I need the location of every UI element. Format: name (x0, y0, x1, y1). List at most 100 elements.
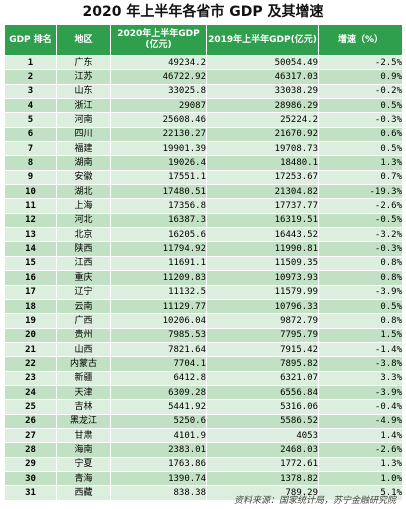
gdp-2019-cell: 25224.2 (206, 112, 319, 128)
table-row: 4 浙江 29087 28986.29 0.5% (4, 98, 403, 114)
rank-cell: 5 (4, 112, 57, 128)
rank-cell: 14 (4, 241, 57, 257)
rank-cell: 7 (4, 141, 57, 157)
table-row: 28 海南 2383.01 2468.03 -2.6% (4, 442, 403, 458)
table-row: 17 辽宁 11132.5 11579.99 -3.9% (4, 285, 403, 300)
gdp-2019-cell: 11579.99 (206, 285, 319, 300)
table-row: 20 贵州 7985.53 7795.79 1.5% (4, 328, 403, 343)
gdp-2020-cell: 11209.83 (110, 270, 207, 286)
region-cell: 天津 (56, 385, 111, 401)
gdp-2020-cell: 22130.27 (110, 127, 207, 143)
region-cell: 青海 (56, 471, 111, 487)
gdp-2019-cell: 17737.77 (206, 198, 319, 214)
table-row: 11 上海 17356.8 17737.77 -2.6% (4, 198, 403, 214)
gdp-2020-cell: 17480.51 (110, 184, 207, 200)
rank-cell: 20 (4, 328, 57, 343)
growth-cell: -0.3% (318, 112, 403, 128)
region-cell: 辽宁 (56, 285, 111, 300)
growth-cell: -4.9% (318, 414, 403, 429)
region-cell: 贵州 (56, 328, 111, 343)
region-cell: 吉林 (56, 399, 111, 415)
rank-cell: 10 (4, 184, 57, 200)
growth-cell: -0.3% (318, 241, 403, 257)
region-cell: 四川 (56, 127, 111, 143)
table-row: 3 山东 33025.8 33038.29 -0.2% (4, 84, 403, 100)
table-body: 1 广东 49234.2 50054.49 -2.5% 2 江苏 46722.92 46317.… (4, 55, 403, 501)
gdp-2019-cell: 16443.52 (206, 227, 319, 243)
rank-cell: 6 (4, 127, 57, 143)
gdp-2020-cell: 7985.53 (110, 328, 207, 343)
gdp-2020-cell: 19026.4 (110, 155, 207, 171)
header-row: GDP 排名 地区 2020年上半年GDP (亿元) 2019年上半年GDP(亿… (4, 24, 403, 56)
gdp-table: GDP 排名 地区 2020年上半年GDP (亿元) 2019年上半年GDP(亿… (4, 24, 403, 501)
gdp-2019-cell: 21304.82 (206, 184, 319, 200)
gdp-2020-cell: 4101.9 (110, 428, 207, 444)
region-cell: 山西 (56, 342, 111, 358)
gdp-2019-cell: 1772.61 (206, 457, 319, 472)
gdp-2020-cell: 11691.1 (110, 256, 207, 272)
gdp-2019-cell: 7915.42 (206, 342, 319, 358)
gdp-2020-cell: 49234.2 (110, 55, 207, 71)
gdp-2020-cell: 2383.01 (110, 442, 207, 458)
growth-cell: -0.2% (318, 84, 403, 100)
region-cell: 甘肃 (56, 428, 111, 444)
source-note: 资料来源：国家统计局，苏宁金融研究院 (233, 496, 396, 506)
region-cell: 西藏 (56, 485, 111, 501)
growth-cell: -2.6% (318, 442, 403, 458)
gdp-2019-cell: 6321.07 (206, 371, 319, 386)
table-row: 25 吉林 5441.92 5316.06 -0.4% (4, 399, 403, 415)
region-cell: 上海 (56, 198, 111, 214)
header-gdp-2020: 2020年上半年GDP (亿元) (110, 24, 207, 56)
table-header: GDP 排名 地区 2020年上半年GDP (亿元) 2019年上半年GDP(亿… (4, 24, 403, 56)
growth-cell: -3.9% (318, 385, 403, 401)
growth-cell: 0.6% (318, 127, 403, 143)
gdp-2019-cell: 10796.33 (206, 299, 319, 315)
gdp-2019-cell: 7795.79 (206, 328, 319, 343)
rank-cell: 31 (4, 485, 57, 501)
gdp-2020-cell: 11132.5 (110, 285, 207, 300)
region-cell: 广东 (56, 55, 111, 71)
region-cell: 湖南 (56, 155, 111, 171)
gdp-2019-cell: 19708.73 (206, 141, 319, 157)
rank-cell: 16 (4, 270, 57, 286)
region-cell: 内蒙古 (56, 356, 111, 372)
growth-cell: 1.3% (318, 155, 403, 171)
gdp-2020-cell: 11129.77 (110, 299, 207, 315)
rank-cell: 8 (4, 155, 57, 171)
rank-cell: 4 (4, 98, 57, 114)
growth-cell: -0.5% (318, 213, 403, 229)
growth-cell: -2.5% (318, 55, 403, 71)
growth-cell: 0.5% (318, 98, 403, 114)
growth-cell: -19.3% (318, 184, 403, 200)
growth-cell: 0.9% (318, 69, 403, 85)
region-cell: 河北 (56, 213, 111, 229)
gdp-2019-cell: 18480.1 (206, 155, 319, 171)
growth-cell: 1.5% (318, 328, 403, 343)
rank-cell: 21 (4, 342, 57, 358)
rank-cell: 19 (4, 313, 57, 329)
gdp-2019-cell: 7895.82 (206, 356, 319, 372)
rank-cell: 25 (4, 399, 57, 415)
growth-cell: 0.8% (318, 256, 403, 272)
growth-cell: -0.4% (318, 399, 403, 415)
gdp-2020-cell: 11794.92 (110, 241, 207, 257)
gdp-2020-cell: 7704.1 (110, 356, 207, 372)
table-row: 21 山西 7821.64 7915.42 -1.4% (4, 342, 403, 358)
rank-cell: 18 (4, 299, 57, 315)
growth-cell: 0.5% (318, 141, 403, 157)
header-region: 地区 (56, 24, 111, 56)
gdp-2020-cell: 10206.04 (110, 313, 207, 329)
gdp-2019-cell: 28986.29 (206, 98, 319, 114)
growth-cell: -2.6% (318, 198, 403, 214)
gdp-2019-cell: 9872.79 (206, 313, 319, 329)
table-row: 24 天津 6309.28 6556.84 -3.9% (4, 385, 403, 401)
gdp-2019-cell: 5586.52 (206, 414, 319, 429)
table-row: 1 广东 49234.2 50054.49 -2.5% (4, 55, 403, 71)
gdp-2019-cell: 6556.84 (206, 385, 319, 401)
rank-cell: 23 (4, 371, 57, 386)
gdp-2019-cell: 21670.92 (206, 127, 319, 143)
table-title: 2020 年上半年各省市 GDP 及其增速 (82, 4, 324, 20)
header-gdp-2019: 2019年上半年GDP(亿元) (206, 24, 319, 56)
table-row: 7 福建 19901.39 19708.73 0.5% (4, 141, 403, 157)
table-row: 29 宁夏 1763.86 1772.61 1.3% (4, 457, 403, 472)
